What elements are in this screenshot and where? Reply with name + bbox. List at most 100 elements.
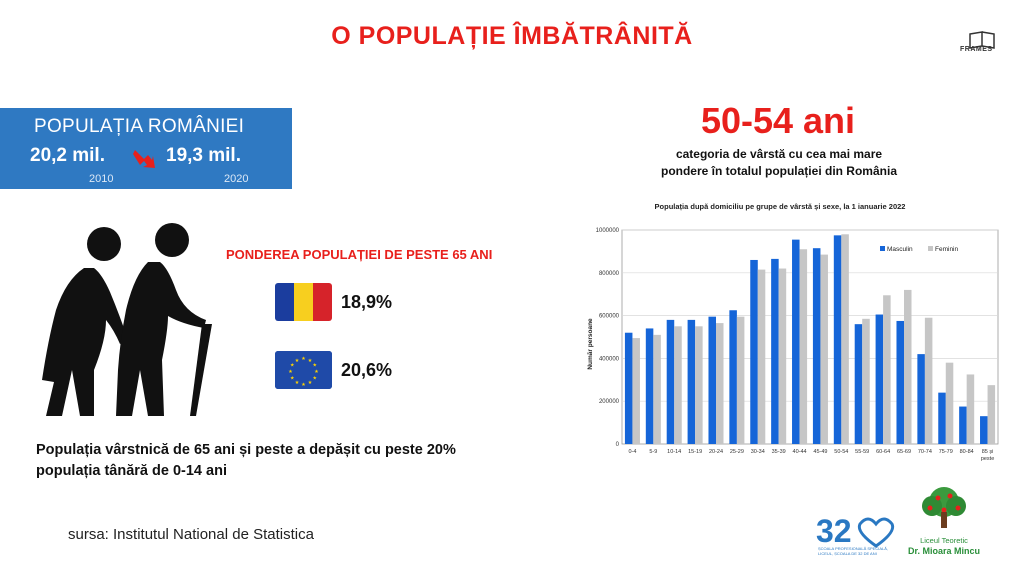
population-2020-value: 19,3 mil. <box>166 145 241 166</box>
x-tick-label: 30-34 <box>751 449 765 455</box>
x-tick-label: 85 și <box>982 449 994 455</box>
bar-masculin <box>645 328 654 444</box>
bar-masculin <box>938 392 946 444</box>
y-tick-label: 1000000 <box>596 228 620 234</box>
bar-feminin <box>924 317 933 444</box>
x-tick-label: 70-74 <box>918 449 932 455</box>
bar-masculin <box>959 406 967 444</box>
top-age-group: 50-54 ani <box>700 100 856 141</box>
bar-feminin <box>904 289 912 444</box>
bar-feminin <box>799 249 808 444</box>
age-caption: categoria de vârstă cu cea mai mare pond… <box>620 146 938 180</box>
chart-ylabel: Număr persoane <box>587 318 594 370</box>
legend-swatch <box>928 246 933 251</box>
x-tick-label: 55-59 <box>855 449 869 455</box>
school-name-line-2: Dr. Mioara Mincu <box>907 546 980 556</box>
age-caption-line-1: categoria de vârstă cu cea mai mare <box>675 147 883 161</box>
page-title: O POPULAȚIE ÎMBĂTRÂNITĂ <box>331 22 693 50</box>
bar-feminin <box>674 326 682 444</box>
x-tick-label: 75-79 <box>939 449 953 455</box>
bar-masculin <box>729 310 737 444</box>
svg-text:★: ★ <box>290 376 295 382</box>
bar-feminin <box>757 269 766 444</box>
x-tick-label: 60-64 <box>876 449 890 455</box>
bar-masculin <box>917 354 925 444</box>
legend-label: Masculin <box>887 246 913 253</box>
bar-masculin <box>875 314 884 444</box>
bar-masculin <box>708 316 716 444</box>
source-text: sursa: Institutul National de Statistica <box>68 526 314 543</box>
bar-masculin <box>812 248 821 444</box>
frames-logo-text: FRAMES <box>960 46 993 53</box>
x-tick-label: 10-14 <box>667 449 681 455</box>
svg-text:★: ★ <box>288 369 293 375</box>
x-tick-label: 80-84 <box>960 449 974 455</box>
bar-feminin <box>695 326 703 444</box>
x-tick-label: 0-4 <box>628 449 636 455</box>
decrease-arrow-icon <box>133 150 155 168</box>
bar-masculin <box>687 319 696 444</box>
x-tick-label: 20-24 <box>709 449 723 455</box>
bar-masculin <box>980 416 988 444</box>
x-tick-label: 25-29 <box>730 449 744 455</box>
y-tick-label: 600000 <box>599 314 620 320</box>
x-tick-label: 5-9 <box>649 449 657 455</box>
x-tick-label: 40-44 <box>793 449 807 455</box>
svg-text:★: ★ <box>290 363 295 369</box>
age-sex-bar-chart: Populația după domiciliu pe grupe de vâr… <box>587 202 999 462</box>
bar-feminin <box>820 254 828 444</box>
y-tick-label: 200000 <box>599 399 620 405</box>
svg-text:★: ★ <box>301 356 306 362</box>
bar-feminin <box>653 334 661 444</box>
y-tick-label: 0 <box>616 442 620 448</box>
y-tick-label: 800000 <box>599 271 620 277</box>
bar-masculin <box>854 324 863 444</box>
legend-label: Feminin <box>935 246 959 253</box>
bar-feminin <box>862 318 870 444</box>
svg-text:★: ★ <box>313 363 318 369</box>
bar-feminin <box>632 338 640 444</box>
x-tick-label: 35-39 <box>772 449 786 455</box>
population-box-title: POPULAȚIA ROMÂNIEI <box>34 116 245 137</box>
svg-text:★: ★ <box>314 369 319 375</box>
x-tick-label: 15-19 <box>688 449 702 455</box>
bar-masculin <box>666 319 675 444</box>
legend-swatch <box>880 246 885 251</box>
population-2010-value: 20,2 mil. <box>30 145 105 166</box>
frames-logo-icon <box>969 31 995 49</box>
x-tick-label: 65-69 <box>897 449 911 455</box>
romania-share-value: 18,9% <box>341 292 393 312</box>
bar-masculin <box>833 235 842 444</box>
bar-masculin <box>771 258 779 444</box>
svg-text:★: ★ <box>308 380 313 386</box>
share-65-title: PONDEREA POPULAȚIEI DE PESTE 65 ANI <box>226 247 493 262</box>
romania-flag-icon <box>275 283 332 321</box>
logo-32-text: 32 <box>816 513 852 549</box>
svg-text:★: ★ <box>301 382 306 388</box>
logo-32-caption: ȘCOALA PROFESIONALĂ SPECIALĂ, LICEUL, ȘC… <box>818 546 889 556</box>
x-tick-label: 45-49 <box>813 449 827 455</box>
school-name-line-1: Liceul Teoretic <box>920 536 968 545</box>
age-caption-line-2: pondere în totalul populației din Români… <box>660 164 897 178</box>
x-tick-label: 50-54 <box>834 449 848 455</box>
bar-feminin <box>841 234 849 444</box>
bar-masculin <box>750 259 758 444</box>
bar-feminin <box>778 268 787 444</box>
chart-title: Populația după domiciliu pe grupe de vâr… <box>655 202 906 211</box>
tree-logo-icon <box>922 487 966 528</box>
bar-masculin <box>792 239 800 444</box>
school-32-logo-icon: 32 <box>816 513 895 549</box>
eu-share-value: 20,6% <box>341 360 393 380</box>
bar-feminin <box>945 362 954 444</box>
year-2020-label: 2020 <box>224 173 249 185</box>
svg-text:★: ★ <box>295 380 300 386</box>
statement-text: Populația vârstnică de 65 ani și peste a… <box>36 442 456 479</box>
svg-text:★: ★ <box>295 358 300 364</box>
svg-text:★: ★ <box>313 376 318 382</box>
chart-plot-area <box>621 229 999 445</box>
bar-feminin <box>987 385 996 444</box>
eu-flag-icon: ★ ★★ ★★★ ★★★ ★★★ <box>275 351 332 389</box>
bar-feminin <box>966 374 975 444</box>
bar-feminin <box>736 316 745 444</box>
elderly-couple-icon <box>42 223 212 416</box>
